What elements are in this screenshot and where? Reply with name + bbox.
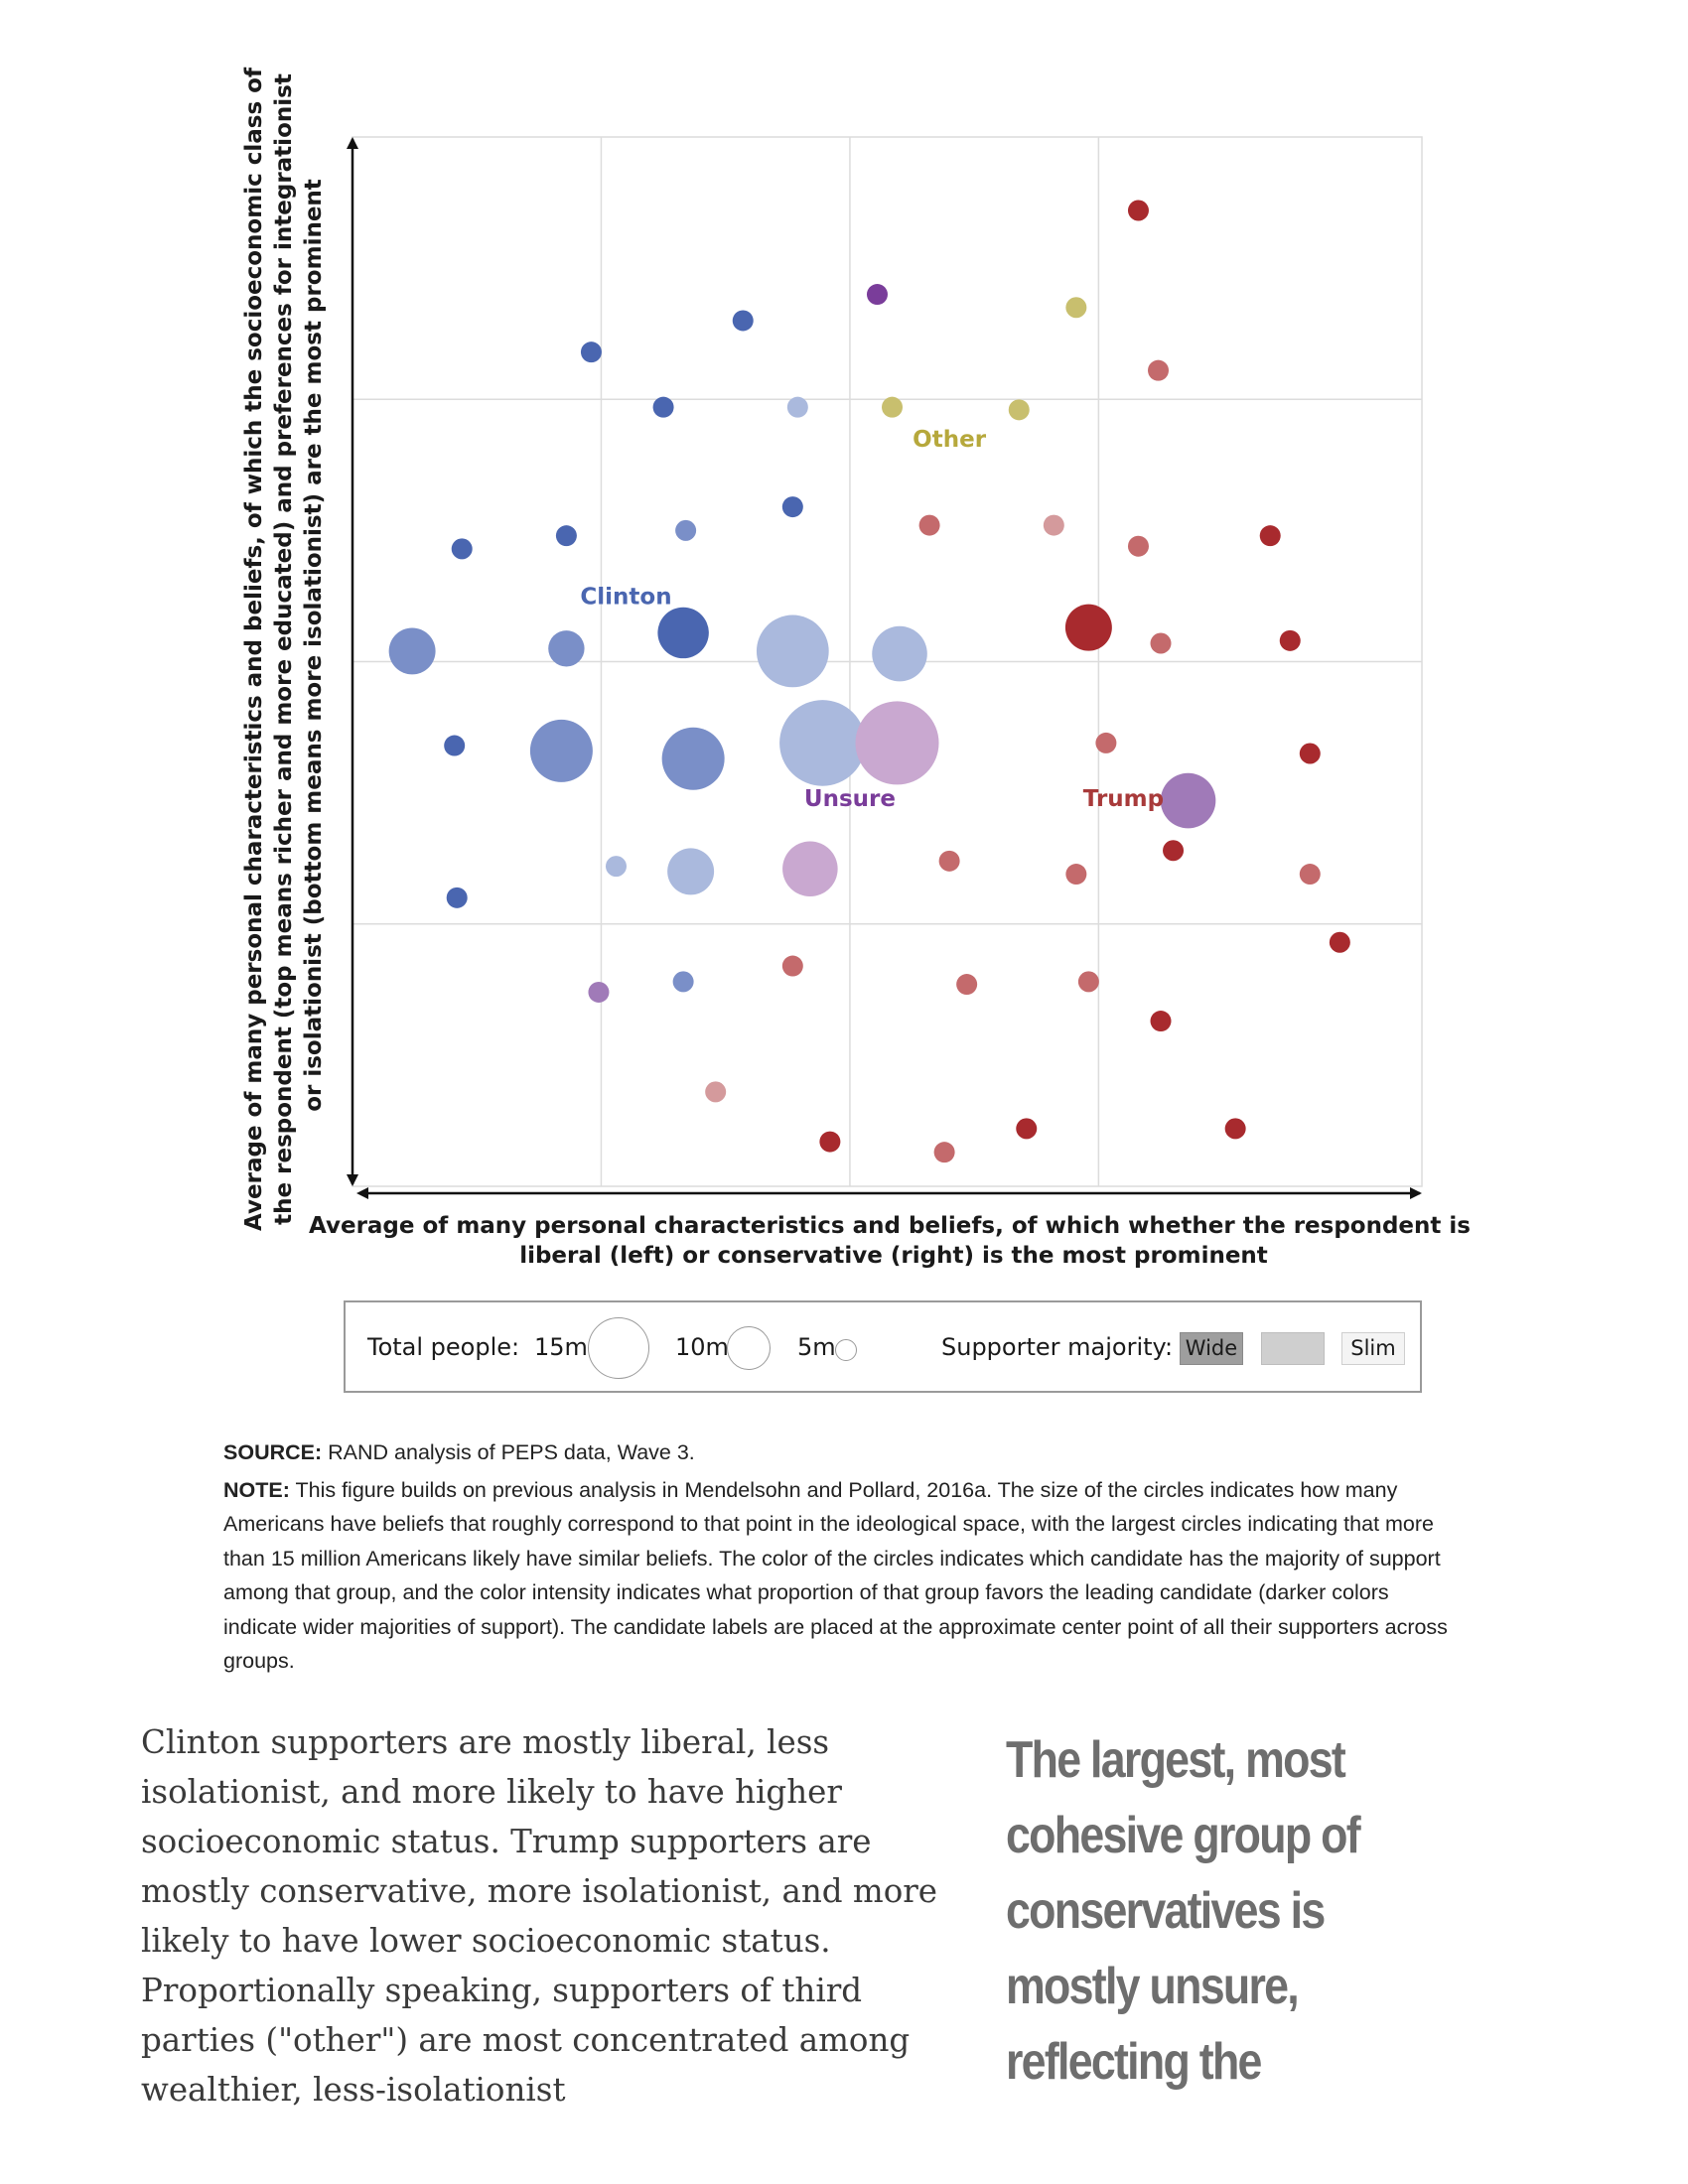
data-point-trump (1299, 864, 1321, 886)
data-point-unsure (855, 701, 939, 785)
legend-majority-slim-swatch: Slim (1341, 1332, 1405, 1365)
data-point-trump (819, 1131, 841, 1153)
source-text: RAND analysis of PEPS data, Wave 3. (328, 1440, 695, 1464)
data-point-other (1065, 297, 1087, 319)
data-point-clinton (580, 341, 602, 363)
data-point-trump (1224, 1118, 1246, 1140)
data-points (388, 200, 1350, 1163)
legend-size-5m-label: 5m (797, 1333, 836, 1361)
data-point-clinton (661, 727, 725, 790)
data-point-trump (1163, 840, 1185, 862)
data-point-clinton (756, 614, 829, 688)
figure-note: NOTE: This figure builds on previous ana… (223, 1473, 1465, 1679)
data-point-clinton (786, 396, 808, 418)
data-point-unsure (782, 841, 838, 897)
source-label: SOURCE: (223, 1440, 323, 1464)
body-paragraph: Clinton supporters are mostly liberal, l… (141, 1723, 938, 2109)
data-point-clinton (667, 848, 715, 895)
axes (347, 137, 1422, 1199)
data-point-other (1008, 399, 1030, 421)
x-axis-label: Average of many personal characteristics… (309, 1213, 1478, 1269)
data-point-clinton (732, 310, 754, 332)
data-point-clinton (548, 630, 585, 667)
data-point-trump (1329, 931, 1350, 953)
note-label: NOTE: (223, 1477, 290, 1502)
data-point-clinton (555, 525, 577, 547)
data-point-trump (1064, 604, 1112, 651)
candidate-label-clinton: Clinton (580, 584, 671, 610)
x-axis-arrow-left (356, 1187, 368, 1199)
data-point-clinton (872, 625, 927, 682)
data-point-clinton (605, 856, 627, 878)
data-point-clinton (675, 519, 697, 541)
data-point-trump (1150, 1011, 1172, 1032)
chart-notes: SOURCE: RAND analysis of PEPS data, Wave… (223, 1435, 1465, 1682)
pull-quote: The largest, most cohesive group of cons… (1006, 1731, 1361, 2091)
legend-size-10m-circle (727, 1326, 771, 1370)
legend-size-15m-label: 15m (534, 1333, 588, 1361)
data-point-unsure (588, 981, 610, 1003)
data-point-clinton (444, 735, 466, 756)
data-point-trump (705, 1081, 727, 1103)
legend-size-5m-circle (835, 1339, 857, 1361)
data-point-trump (1065, 864, 1087, 886)
legend-majority-label: Supporter majority: (941, 1333, 1174, 1361)
scatter-chart: Clinton Other Unsure Trump Average of many … (241, 60, 1478, 1269)
data-point-clinton (529, 719, 593, 782)
data-point-unsure (1160, 772, 1216, 829)
data-point-trump (1127, 535, 1149, 557)
data-point-trump (918, 514, 940, 536)
data-point-trump (1299, 743, 1321, 764)
data-point-clinton (781, 496, 803, 518)
data-point-clinton (672, 971, 694, 993)
y-axis-label: Average of many personal characteristics… (241, 60, 327, 1231)
data-point-trump (1077, 971, 1099, 993)
data-point-clinton (446, 887, 468, 908)
legend-total-label: Total people: (367, 1333, 520, 1361)
data-point-clinton (451, 538, 473, 560)
data-point-trump (956, 974, 978, 996)
source-note: SOURCE: RAND analysis of PEPS data, Wave… (223, 1435, 1465, 1470)
data-point-trump (1150, 632, 1172, 654)
data-point-trump (781, 955, 803, 977)
y-axis-arrow-top (347, 137, 358, 149)
data-point-trump (933, 1142, 955, 1163)
x-axis-arrow-right (1410, 1187, 1422, 1199)
data-point-trump (1016, 1118, 1038, 1140)
data-point-clinton (652, 396, 674, 418)
chart-legend: Total people: 15m 10m 5m Supporter major… (344, 1300, 1422, 1393)
candidate-label-trump: Trump (1083, 786, 1164, 812)
legend-size-15m-circle (588, 1317, 649, 1379)
data-point-trump (938, 850, 960, 872)
candidate-labels: Clinton Other Unsure Trump (580, 427, 1164, 812)
data-point-trump (1259, 525, 1281, 547)
data-point-clinton (657, 607, 709, 659)
legend-size-10m-label: 10m (675, 1333, 729, 1361)
data-point-trump (1095, 732, 1117, 753)
legend-majority-wide-swatch: Wide (1180, 1332, 1243, 1365)
data-point-clinton (779, 700, 866, 786)
data-point-trump (1148, 359, 1170, 381)
data-point-trump (1127, 200, 1149, 221)
data-point-trump (1043, 514, 1064, 536)
data-point-other (882, 396, 904, 418)
y-axis-arrow-bottom (347, 1174, 358, 1186)
candidate-label-other: Other (913, 427, 987, 453)
note-text: This figure builds on previous analysis … (223, 1477, 1448, 1674)
data-point-unsure (866, 284, 888, 306)
legend-majority-medium-swatch (1261, 1332, 1325, 1365)
data-point-clinton (388, 627, 436, 675)
candidate-label-unsure: Unsure (804, 786, 896, 812)
grid (352, 136, 1423, 1187)
data-point-trump (1279, 629, 1301, 651)
